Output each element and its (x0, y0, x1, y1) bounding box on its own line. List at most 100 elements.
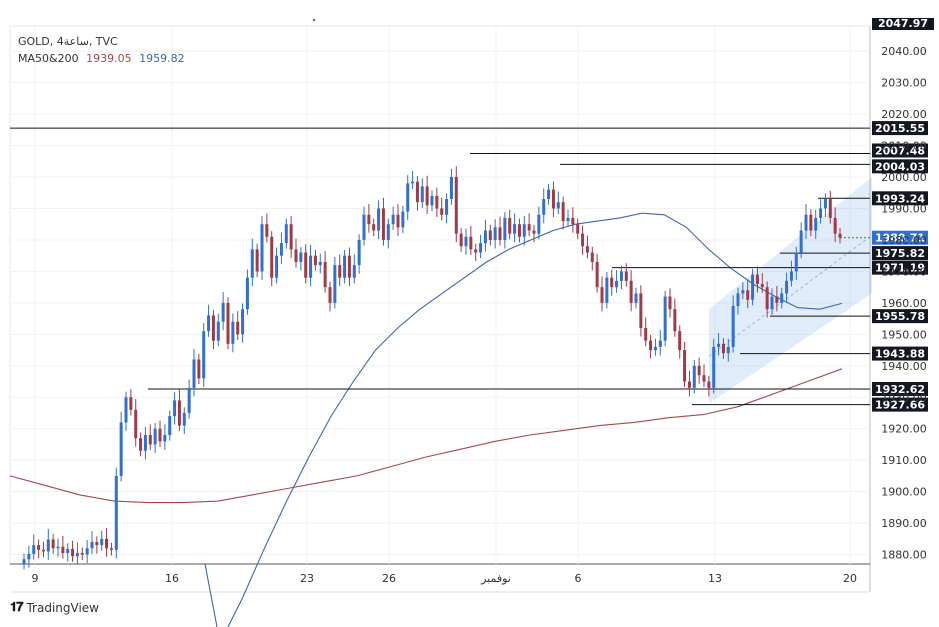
level-price-label: 1980.71 (875, 232, 925, 245)
candle-body (173, 400, 177, 417)
candle (279, 232, 283, 265)
candle (328, 281, 332, 312)
top-price-tag (872, 18, 934, 30)
candle (260, 216, 264, 280)
candle (649, 334, 653, 359)
y-tick-label: 1990.00 (881, 202, 927, 215)
candle-body (260, 224, 264, 272)
candle (275, 247, 279, 284)
candle (207, 304, 211, 337)
candle (61, 535, 65, 559)
candle-body (479, 243, 483, 253)
candle-body (250, 249, 254, 278)
candle-body (75, 552, 79, 557)
candle (624, 263, 628, 287)
candle (639, 285, 643, 337)
candle-body (236, 321, 240, 335)
candle-body (668, 296, 672, 310)
candle (712, 338, 716, 394)
level-price-label: 2007.48 (875, 144, 925, 157)
candle (634, 287, 638, 309)
candle (343, 250, 347, 284)
candle-body (187, 387, 191, 413)
candle-body (377, 208, 381, 231)
candle (134, 399, 138, 447)
candle (474, 243, 478, 262)
candle (547, 183, 551, 205)
candle (119, 411, 123, 482)
candle (415, 176, 419, 211)
candle (425, 175, 429, 214)
candle-body (775, 296, 779, 303)
candle (644, 317, 648, 347)
candle-body (760, 283, 764, 288)
candle-body (726, 346, 730, 354)
candle (435, 187, 439, 217)
channel-fill (709, 177, 872, 404)
candle-body (323, 261, 327, 288)
candle (391, 206, 395, 230)
candle-body (556, 202, 560, 209)
candle-body (275, 255, 279, 278)
candle-body (639, 293, 643, 329)
tradingview-logo[interactable]: 𝟏𝟕 TradingView (10, 600, 99, 615)
x-tick-label: 9 (32, 572, 39, 585)
candle (265, 213, 269, 243)
candle (129, 389, 133, 416)
candle (785, 272, 789, 302)
candle (503, 212, 507, 249)
level-price-label: 1975.82 (875, 247, 925, 260)
top-price-label: 2047.97 (878, 17, 928, 30)
y-tick-label: 1950.00 (881, 328, 927, 341)
candle (182, 407, 186, 435)
x-tick-label: نوفمبر (480, 572, 511, 585)
candle-body (746, 290, 750, 300)
candle-body (789, 271, 793, 281)
candle-body (615, 280, 619, 288)
candle-body (284, 224, 288, 244)
time-axis: 9 16 23 26 نوفمبر 6 13 20 (32, 572, 858, 585)
candle (440, 197, 444, 221)
level-price-tag (872, 260, 928, 275)
candle-body (537, 214, 541, 234)
candle (508, 209, 512, 240)
candle-body (61, 546, 65, 553)
candle-body (46, 539, 50, 552)
candle (362, 206, 366, 246)
candle (95, 536, 99, 554)
candle-body (207, 315, 211, 332)
candle-body (785, 280, 789, 294)
level-price-label: 1993.24 (875, 192, 925, 205)
x-tick-label: 6 (575, 572, 582, 585)
level-price-label: 1927.66 (875, 399, 925, 412)
candle-body (794, 252, 798, 272)
candle (449, 168, 453, 205)
candle (561, 196, 565, 230)
candle-body (649, 340, 653, 351)
candle (192, 348, 196, 397)
candle (483, 219, 487, 252)
tradingview-logo-icon: 𝟏𝟕 (10, 600, 24, 615)
candle-body (445, 199, 449, 215)
candle-body (629, 280, 633, 303)
candle-body (532, 230, 536, 234)
candle-body (741, 290, 745, 294)
candle (318, 253, 322, 274)
candle-body (51, 539, 55, 549)
candle (75, 542, 79, 565)
candle (231, 313, 235, 353)
candle (313, 250, 317, 271)
channel-midline (708, 234, 873, 357)
candle (736, 287, 740, 315)
candle-body (71, 548, 75, 557)
candle-body (143, 435, 147, 451)
candle (522, 216, 526, 246)
candle-body (513, 224, 517, 234)
candle (338, 254, 342, 287)
candle-body (814, 217, 818, 231)
candle (396, 204, 400, 236)
candle (100, 530, 104, 551)
candle (51, 533, 55, 554)
candle-body (799, 230, 803, 253)
